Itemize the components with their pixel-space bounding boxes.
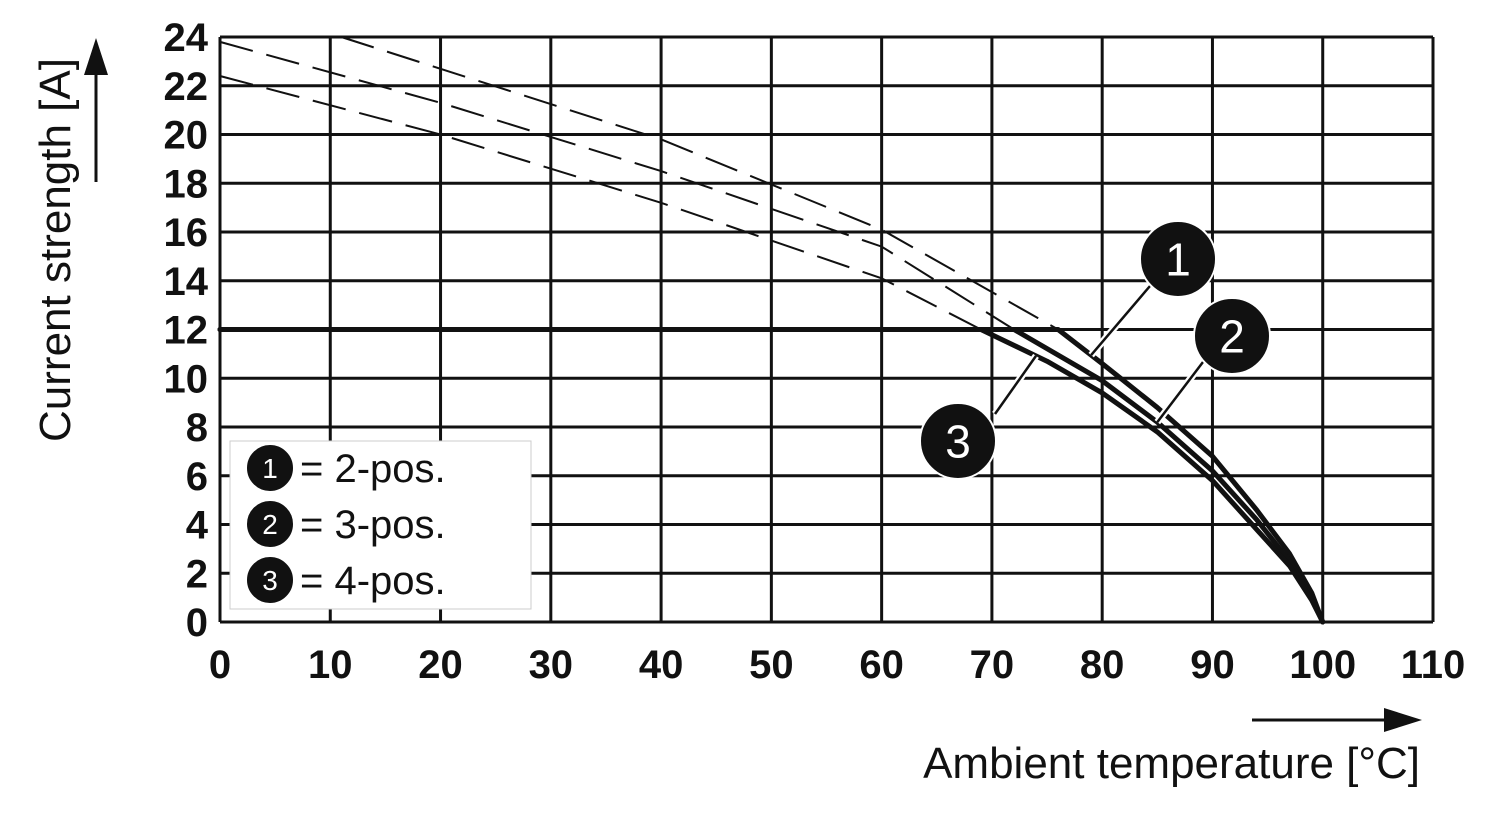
marker-badge-label: 1 (262, 453, 278, 484)
x-tick-label: 30 (529, 643, 574, 687)
callout-leader (993, 355, 1038, 415)
series-line (217, 327, 1326, 625)
callout-leader (1156, 361, 1204, 423)
callout-leader (1090, 285, 1151, 356)
tick-labels: 0 10 20 30 40 50 60 70 80 90 100 110024681012141618… (164, 16, 1466, 687)
marker-badge-circle (919, 402, 997, 480)
x-tick-label: 90 (1190, 643, 1235, 687)
y-tick-label: 6 (186, 455, 208, 499)
legend-label: = 4-pos. (300, 559, 446, 603)
callouts: 12 3 (919, 220, 1271, 480)
x-tick-label: 80 (1080, 643, 1125, 687)
marker-badge-label: 1 (1165, 234, 1191, 286)
marker-badge: 2 (245, 499, 295, 549)
y-tick-label: 0 (186, 601, 208, 645)
x-tick-label: 0 (209, 643, 231, 687)
extrapolated-line (219, 75, 982, 331)
extrapolated-line (219, 40, 1015, 331)
y-tick-label: 16 (164, 211, 209, 255)
marker-badge-circle (1139, 220, 1217, 298)
x-tick-label: 20 (418, 643, 463, 687)
y-axis-arrow-icon (84, 38, 108, 182)
y-tick-label: 8 (186, 406, 208, 450)
y-tick-label: 18 (164, 162, 209, 206)
extrapolated-lines (219, 36, 1059, 331)
marker-badge-label: 2 (262, 509, 278, 540)
y-tick-label: 14 (164, 260, 209, 304)
marker-badge-circle (245, 443, 295, 493)
x-tick-label: 10 (308, 643, 353, 687)
marker-badge: 3 (245, 555, 295, 605)
series-line (217, 327, 1326, 625)
y-tick-label: 22 (164, 65, 209, 109)
x-tick-label: 70 (970, 643, 1015, 687)
legend-label: = 3-pos. (300, 503, 446, 547)
y-tick-label: 2 (186, 552, 208, 596)
x-tick-label: 40 (639, 643, 684, 687)
legend: 1 = 2-pos. 2 = 3-pos. 3 = 4-pos. (229, 440, 532, 610)
y-tick-label: 12 (164, 309, 209, 353)
series-lines (217, 327, 1326, 625)
marker-badge-label: 3 (945, 416, 971, 468)
marker-badge: 2 (1193, 297, 1271, 375)
y-tick-label: 10 (164, 357, 209, 401)
marker-badge: 3 (919, 402, 997, 480)
x-tick-label: 110 (1401, 643, 1466, 687)
marker-badge-circle (245, 499, 295, 549)
x-tick-label: 60 (859, 643, 904, 687)
y-tick-label: 4 (186, 504, 209, 548)
x-axis-label: Ambient temperature [°C] (923, 739, 1420, 788)
marker-badge: 1 (245, 443, 295, 493)
y-tick-label: 24 (164, 16, 209, 60)
marker-badge: 1 (1139, 220, 1217, 298)
x-tick-label: 100 (1289, 643, 1356, 687)
x-tick-label: 50 (749, 643, 794, 687)
y-tick-label: 20 (164, 114, 209, 158)
marker-badge-label: 2 (1219, 311, 1245, 363)
legend-label: = 2-pos. (300, 447, 446, 491)
marker-badge-label: 3 (262, 565, 278, 596)
marker-badge-circle (245, 555, 295, 605)
marker-badge-circle (1193, 297, 1271, 375)
x-axis-arrow-icon (1252, 708, 1422, 732)
extrapolated-line (340, 36, 1059, 331)
grid (218, 35, 1435, 624)
y-axis-label: Current strength [A] (31, 58, 80, 442)
